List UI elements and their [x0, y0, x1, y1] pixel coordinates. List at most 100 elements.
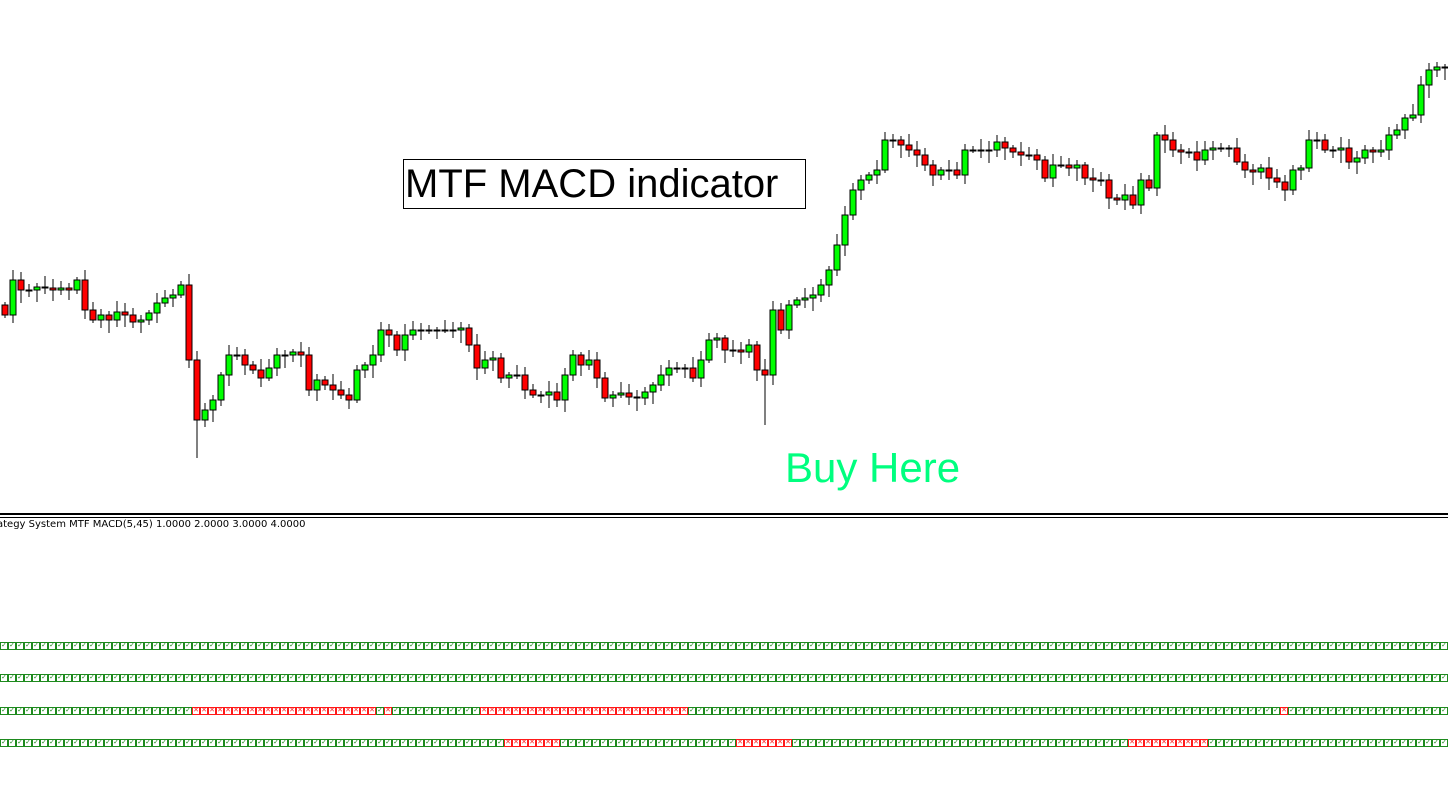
check-icon: ✓: [176, 707, 184, 715]
candle-body: [473, 344, 481, 369]
check-icon: ✓: [848, 674, 856, 682]
check-icon: ✓: [888, 739, 896, 747]
check-icon: ✓: [1016, 707, 1024, 715]
check-icon: ✓: [416, 674, 424, 682]
check-icon: ✓: [320, 739, 328, 747]
check-icon: ✓: [440, 674, 448, 682]
check-icon: ✓: [0, 707, 8, 715]
check-icon: ✓: [936, 739, 944, 747]
chart-title-label[interactable]: MTF MACD indicator: [403, 159, 806, 209]
check-icon: ✓: [1424, 739, 1432, 747]
check-icon: ✓: [496, 674, 504, 682]
cross-icon: ✕: [528, 739, 536, 747]
check-icon: ✓: [56, 739, 64, 747]
check-icon: ✓: [1232, 642, 1240, 650]
check-icon: ✓: [768, 674, 776, 682]
candle-body: [545, 391, 553, 396]
cross-icon: ✕: [1168, 739, 1176, 747]
candle: [377, 322, 385, 362]
check-icon: ✓: [48, 707, 56, 715]
candle-body: [1361, 149, 1369, 159]
check-icon: ✓: [608, 674, 616, 682]
check-icon: ✓: [656, 642, 664, 650]
candle: [1001, 137, 1009, 160]
candle-body: [81, 279, 89, 311]
cross-icon: ✕: [656, 707, 664, 715]
check-icon: ✓: [1192, 674, 1200, 682]
check-icon: ✓: [1416, 642, 1424, 650]
cross-icon: ✕: [560, 707, 568, 715]
candle: [1217, 143, 1225, 152]
candle-body: [1241, 161, 1249, 171]
check-icon: ✓: [1288, 674, 1296, 682]
check-icon: ✓: [600, 739, 608, 747]
check-icon: ✓: [184, 642, 192, 650]
candle: [1289, 165, 1297, 195]
candle: [241, 349, 249, 375]
check-icon: ✓: [128, 707, 136, 715]
check-icon: ✓: [824, 642, 832, 650]
check-icon: ✓: [808, 674, 816, 682]
check-icon: ✓: [1424, 642, 1432, 650]
cross-icon: ✕: [1280, 707, 1288, 715]
check-icon: ✓: [888, 642, 896, 650]
check-icon: ✓: [832, 674, 840, 682]
check-icon: ✓: [1408, 642, 1416, 650]
candle: [697, 351, 705, 387]
check-icon: ✓: [1408, 707, 1416, 715]
check-icon: ✓: [208, 674, 216, 682]
check-icon: ✓: [1208, 739, 1216, 747]
check-icon: ✓: [392, 674, 400, 682]
check-icon: ✓: [352, 674, 360, 682]
candle-body: [849, 189, 857, 216]
candle-body: [9, 279, 17, 316]
check-icon: ✓: [1344, 642, 1352, 650]
candle-body: [329, 384, 337, 391]
check-icon: ✓: [1032, 674, 1040, 682]
candle-body: [1321, 139, 1329, 151]
check-icon: ✓: [400, 739, 408, 747]
check-icon: ✓: [360, 739, 368, 747]
check-icon: ✓: [720, 674, 728, 682]
cross-icon: ✕: [496, 707, 504, 715]
check-icon: ✓: [1328, 642, 1336, 650]
candle-body: [465, 327, 473, 346]
check-icon: ✓: [1208, 642, 1216, 650]
check-icon: ✓: [1384, 674, 1392, 682]
cross-icon: ✕: [1200, 739, 1208, 747]
check-icon: ✓: [784, 642, 792, 650]
candle-body: [753, 344, 761, 371]
check-icon: ✓: [792, 739, 800, 747]
check-icon: ✓: [832, 707, 840, 715]
check-icon: ✓: [88, 707, 96, 715]
candle: [137, 315, 145, 333]
cross-icon: ✕: [1160, 739, 1168, 747]
check-icon: ✓: [1296, 674, 1304, 682]
candle-body: [601, 377, 609, 399]
check-icon: ✓: [1272, 674, 1280, 682]
check-icon: ✓: [80, 707, 88, 715]
check-icon: ✓: [760, 674, 768, 682]
check-icon: ✓: [912, 674, 920, 682]
check-icon: ✓: [32, 642, 40, 650]
check-icon: ✓: [336, 739, 344, 747]
candle: [57, 281, 65, 295]
check-icon: ✓: [720, 642, 728, 650]
check-icon: ✓: [688, 739, 696, 747]
check-icon: ✓: [40, 739, 48, 747]
check-icon: ✓: [1232, 707, 1240, 715]
check-icon: ✓: [392, 707, 400, 715]
pane-divider[interactable]: [0, 513, 1448, 515]
check-icon: ✓: [1352, 739, 1360, 747]
mtf-row-1: ✓ ✓ ✓ ✓ ✓ ✓ ✓ ✓ ✓ ✓ ✓ ✓ ✓ ✓ ✓ ✓ ✓ ✓ ✓ ✓ ✓ ✓ ✓ ✓ ✓ ✓ ✓ ✓ ✓ ✓ ✓ ✓ ✓ ✓ ✓ ✓ ✓ ✓ ✓ ✓…: [0, 642, 1448, 650]
check-icon: ✓: [1104, 707, 1112, 715]
check-icon: ✓: [1088, 642, 1096, 650]
candle-body: [745, 344, 753, 353]
buy-here-annotation[interactable]: Buy Here: [785, 444, 961, 491]
check-icon: ✓: [1184, 642, 1192, 650]
candle: [257, 359, 265, 387]
check-icon: ✓: [824, 707, 832, 715]
check-icon: ✓: [1048, 642, 1056, 650]
check-icon: ✓: [672, 642, 680, 650]
candle-body: [225, 354, 233, 376]
